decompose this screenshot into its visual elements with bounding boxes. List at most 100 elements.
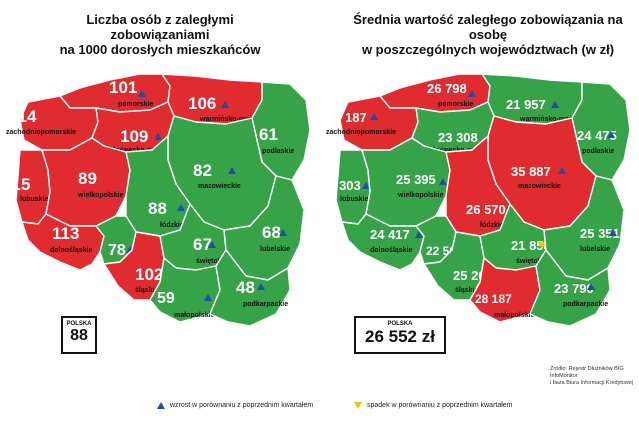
poland-total-avg-debt-value: 26 552 zł xyxy=(365,327,435,346)
debtors-region-name-8: łódzkie xyxy=(160,222,184,229)
poland-total-debtors: POLSKA 88 xyxy=(61,316,97,354)
debtors-region-6: 89 wielkopolskie xyxy=(41,137,131,227)
debt-region-name-1: warmińsko-mazurskie xyxy=(519,116,593,123)
debt-region-name-2: zachodniopomorskie xyxy=(326,129,396,136)
debtors-value-10: 78 xyxy=(108,242,126,259)
triangle-up-icon-debtors-8 xyxy=(177,204,185,211)
debt-value-13: 25 351 xyxy=(580,226,620,241)
source-line-2: i baza Biura Informacji Kredytowej xyxy=(550,380,634,386)
triangle-up-icon-debt-5 xyxy=(362,182,370,189)
legend-increase: wzrost w porównaniu z poprzednim kwartał… xyxy=(157,402,313,409)
debtors-value-3: 109 xyxy=(120,127,148,146)
poland-total-debtors-value: 88 xyxy=(70,327,88,344)
debt-region-9: 24 417 dolnośląskie xyxy=(341,213,425,271)
legend-decrease-label: spadek w porównaniu z poprzednim kwartał… xyxy=(367,402,513,409)
triangle-up-icon xyxy=(157,402,165,409)
debt-value-5: 22 303 xyxy=(321,178,361,193)
right-title-line-1: Średnia wartość zaległego zobowiązania n… xyxy=(353,12,623,42)
debtors-region-1: 106 warmińsko-mazurskie xyxy=(161,73,273,125)
triangle-up-icon-debtors-3 xyxy=(154,133,162,140)
triangle-up-icon-debtors-14 xyxy=(204,294,212,301)
debt-region-2: 28 187 zachodniopomorskie xyxy=(326,95,419,151)
debt-region-shape-6 xyxy=(361,137,451,227)
debt-region-name-15: podkarpackie xyxy=(563,301,608,308)
debt-value-6: 25 395 xyxy=(396,172,436,187)
debtors-value-2: 114 xyxy=(9,107,37,126)
debt-value-0: 26 798 xyxy=(427,81,467,96)
debtors-value-4: 61 xyxy=(259,125,278,144)
triangle-up-icon-debtors-15 xyxy=(257,283,265,290)
debt-region-14: 28 187 małopolskie xyxy=(469,257,542,323)
triangle-up-icon-debtors-1 xyxy=(221,101,229,108)
debtors-value-0: 101 xyxy=(109,78,137,97)
debtors-value-8: 88 xyxy=(148,199,167,218)
source-note: Źródło: Rejestr Dłużników BIG InfoMonito… xyxy=(550,366,638,387)
debt-region-name-0: pomorskie xyxy=(438,101,474,108)
triangle-up-icon-debt-7 xyxy=(558,167,566,174)
debtors-region-11: 102 śląskie xyxy=(103,231,165,301)
debtors-value-13: 68 xyxy=(262,223,281,242)
debtors-region-name-4: podlaskie xyxy=(262,148,294,155)
right-title-line-2: w poszczególnych województwach (w zł) xyxy=(361,42,615,57)
legend-increase-label: wzrost w porównaniu z poprzednim kwartał… xyxy=(170,402,314,409)
debt-region-name-7: mazowieckie xyxy=(518,183,561,190)
triangle-up-icon-debt-9 xyxy=(415,231,423,238)
left-title-line-1: Liczba osób z zaległymi zobowiązaniami xyxy=(86,12,234,42)
debtors-region-2: 114 zachodniopomorskie xyxy=(6,95,99,151)
debtors-value-9: 113 xyxy=(52,224,79,243)
poland-total-avg-debt-label: POLSKA xyxy=(387,321,413,327)
debtors-region-0: 101 pomorskie xyxy=(59,73,171,113)
triangle-up-icon-debt-13 xyxy=(609,229,617,236)
poland-total-avg-debt: POLSKA 26 552 zł xyxy=(354,316,446,354)
debt-value-4: 24 475 xyxy=(577,128,617,143)
debt-region-name-9: dolnośląskie xyxy=(370,247,413,254)
debt-region-name-6: wielkopolskie xyxy=(397,192,444,199)
debtors-region-name-14: małopolskie xyxy=(174,312,215,319)
debtors-region-name-0: pomorskie xyxy=(118,101,154,108)
debtors-region-name-5: lubuskie xyxy=(20,196,49,203)
triangle-down-icon-debt-12 xyxy=(538,242,546,249)
debtors-map: 101 pomorskie 106 warmińsko-mazurskie 114 zac… xyxy=(3,73,311,327)
debt-region-shape-15 xyxy=(529,249,611,327)
debt-value-15: 23 790 xyxy=(554,281,594,296)
triangle-down-icon xyxy=(354,402,362,409)
debtors-value-5: 115 xyxy=(3,175,30,194)
debtors-region-name-11: śląskie xyxy=(135,287,158,294)
legend-decrease: spadek w porównaniu z poprzednim kwartał… xyxy=(354,402,513,409)
debt-value-8: 26 570 xyxy=(466,202,506,217)
debt-region-7: 35 887 mazowieckie xyxy=(487,115,597,231)
debtors-region-name-7: mazowieckie xyxy=(198,183,241,190)
debtors-region-7: 82 mazowieckie xyxy=(167,115,277,231)
debtors-value-12: 67 xyxy=(193,235,212,254)
debtors-region-name-6: wielkopolskie xyxy=(77,192,124,199)
debt-region-5: 22 303 lubuskie xyxy=(321,149,371,225)
debt-value-1: 21 957 xyxy=(506,97,546,112)
debt-region-name-11: śląskie xyxy=(455,287,478,294)
debtors-value-1: 106 xyxy=(188,94,216,113)
triangle-up-icon-debt-4 xyxy=(607,131,615,138)
debtors-value-7: 82 xyxy=(193,161,212,180)
debtors-value-11: 102 xyxy=(135,265,163,284)
debt-value-2: 28 187 xyxy=(327,110,367,125)
debt-region-name-4: podlaskie xyxy=(582,148,614,155)
debtors-value-15: 48 xyxy=(236,278,255,297)
debtors-region-5: 115 lubuskie xyxy=(3,149,51,225)
debtors-region-shape-15 xyxy=(209,249,291,327)
debt-map: 26 798 pomorskie 21 957 warmińsko-mazurskie… xyxy=(321,73,631,327)
left-map-title: Liczba osób z zaległymi zobowiązaniami n… xyxy=(40,12,280,57)
debtors-region-name-13: lubelskie xyxy=(260,246,290,253)
triangle-up-icon-debt-2 xyxy=(370,113,378,120)
triangle-up-icon-debtors-12 xyxy=(208,241,216,248)
triangle-up-icon-debtors-0 xyxy=(138,90,146,97)
debt-region-15: 23 790 podkarpackie xyxy=(529,249,611,327)
debtors-region-13: 68 lubelskie xyxy=(223,175,305,281)
triangle-up-icon-debt-6 xyxy=(439,178,447,185)
debtors-region-15: 48 podkarpackie xyxy=(209,249,291,327)
poland-total-debtors-label: POLSKA xyxy=(66,321,92,327)
debt-region-name-13: lubelskie xyxy=(580,246,610,253)
source-line-1: Źródło: Rejestr Dłużników BIG InfoMonito… xyxy=(550,366,624,379)
debt-region-name-5: lubuskie xyxy=(340,196,369,203)
debt-value-12: 21 858 xyxy=(511,238,551,253)
debtors-region-shape-6 xyxy=(41,137,131,227)
triangle-up-icon-debt-15 xyxy=(587,283,595,290)
